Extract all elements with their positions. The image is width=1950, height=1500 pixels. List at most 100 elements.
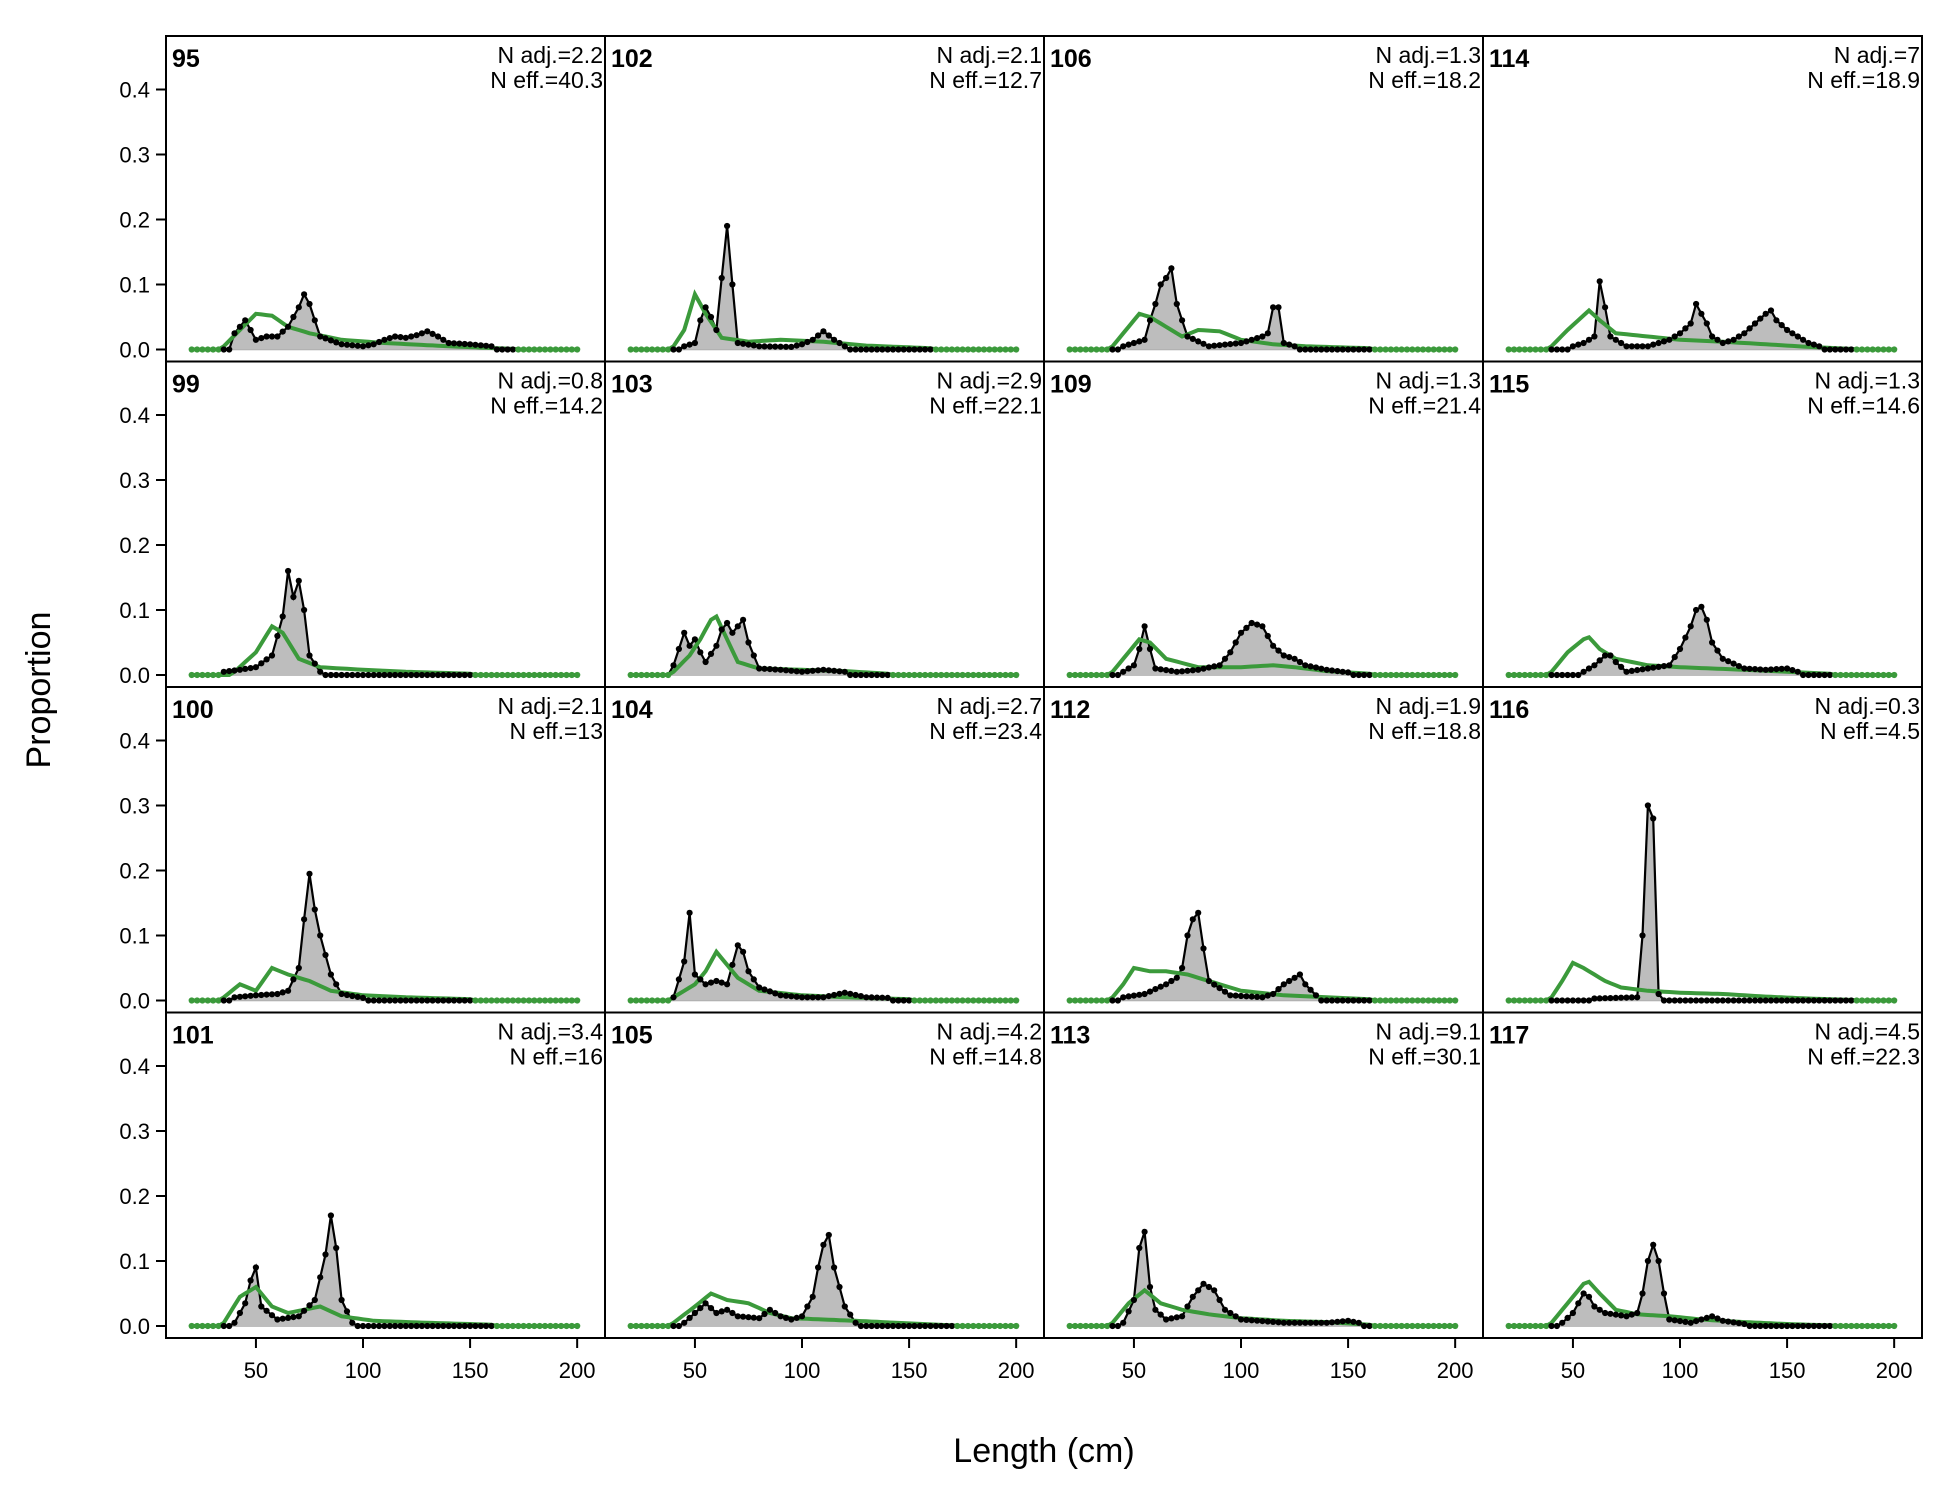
observed-point [970,671,977,679]
observed-point [343,991,351,999]
observed-point [386,1322,393,1330]
observed-point [804,1303,811,1310]
observed-point [927,997,934,1004]
observed-point [1676,645,1684,653]
observed-point [1607,333,1614,340]
panel-n-eff: N eff.=14.6 [1807,393,1920,419]
observed-point [1842,346,1850,353]
observed-point [686,341,693,348]
observed-point [906,1322,913,1330]
observed-point [493,671,500,679]
observed-point [1184,932,1191,939]
observed-point [354,342,361,349]
observed-point [1516,671,1523,679]
observed-point [1639,932,1646,939]
observed-point [236,993,243,1000]
observed-point [268,652,276,659]
observed-point [531,997,538,1004]
observed-point [1618,994,1625,1001]
observed-point [1725,658,1732,665]
y-tick-label: 0.0 [119,1314,150,1339]
observed-point [1735,997,1742,1004]
observed-point [815,667,822,674]
observed-point [1580,997,1587,1004]
observed-area [191,294,578,350]
observed-point [627,346,634,353]
observed-point [1211,663,1218,670]
observed-point [649,997,656,1004]
observed-point [1623,343,1630,350]
observed-point [1302,1319,1309,1326]
observed-point [643,1322,650,1330]
observed-point [1767,1322,1775,1330]
observed-point [991,346,998,353]
observed-points [627,222,1020,353]
panel-n-eff: N eff.=18.8 [1368,718,1481,744]
observed-point [1591,662,1598,669]
observed-point [295,1313,302,1320]
observed-point [1334,668,1341,675]
observed-point [1452,1322,1459,1330]
observed-point [1634,343,1641,350]
observed-point [1350,346,1357,353]
observed-point [724,1306,731,1313]
observed-point [836,1283,843,1291]
observed-point [1842,1322,1850,1330]
observed-point [691,339,699,347]
observed-point [697,1305,704,1312]
observed-point [809,667,816,674]
observed-point [322,671,329,679]
observed-point [1221,655,1229,662]
observed-point [1114,671,1121,679]
x-tick-label: 150 [1330,1358,1367,1383]
panel-n-adj: N adj.=1.3 [1376,368,1482,394]
observed-point [1885,997,1892,1004]
observed-point [541,671,549,679]
observed-point [424,997,431,1004]
observed-point [392,671,399,679]
observed-point [1693,997,1700,1004]
panel-n-eff: N eff.=14.8 [929,1044,1042,1070]
observed-point [558,1322,565,1330]
panel-n-adj: N adj.=9.1 [1376,1019,1482,1045]
observed-point [1371,1322,1378,1330]
observed-area [1069,1231,1456,1326]
observed-point [1109,671,1116,679]
observed-point [1157,666,1164,673]
observed-point [1543,346,1550,353]
observed-point [1548,346,1555,353]
observed-point [1377,1322,1384,1330]
observed-point [359,343,367,350]
observed-point [1794,1322,1801,1330]
observed-point [1270,642,1277,649]
observed-point [900,997,907,1004]
observed-point [911,671,918,679]
observed-point [1452,346,1459,353]
panel-115: 115 N adj.=1.3N eff.=14.6 [1482,360,1923,688]
observed-point [1746,325,1753,332]
observed-point [1821,346,1828,353]
observed-point [1853,346,1860,353]
panel-label: 109 [1050,371,1092,399]
observed-point [472,1322,479,1330]
observed-point [1307,346,1314,353]
observed-point [1821,1322,1828,1330]
x-tick-label: 50 [244,1358,268,1383]
observed-point [525,997,533,1004]
observed-point [397,1322,404,1330]
observed-point [948,997,956,1004]
observed-point [633,1322,640,1330]
observed-point [1511,671,1518,679]
observed-point [236,323,243,330]
observed-point [932,997,940,1004]
observed-point [868,671,875,679]
observed-point [1826,1322,1833,1330]
observed-point [745,341,752,348]
observed-point [761,343,768,350]
panel-label: 100 [172,696,214,724]
observed-point [1511,1322,1518,1330]
observed-point [1104,1322,1111,1330]
observed-point [204,346,211,353]
observed-point [750,1314,757,1321]
observed-point [263,991,270,998]
